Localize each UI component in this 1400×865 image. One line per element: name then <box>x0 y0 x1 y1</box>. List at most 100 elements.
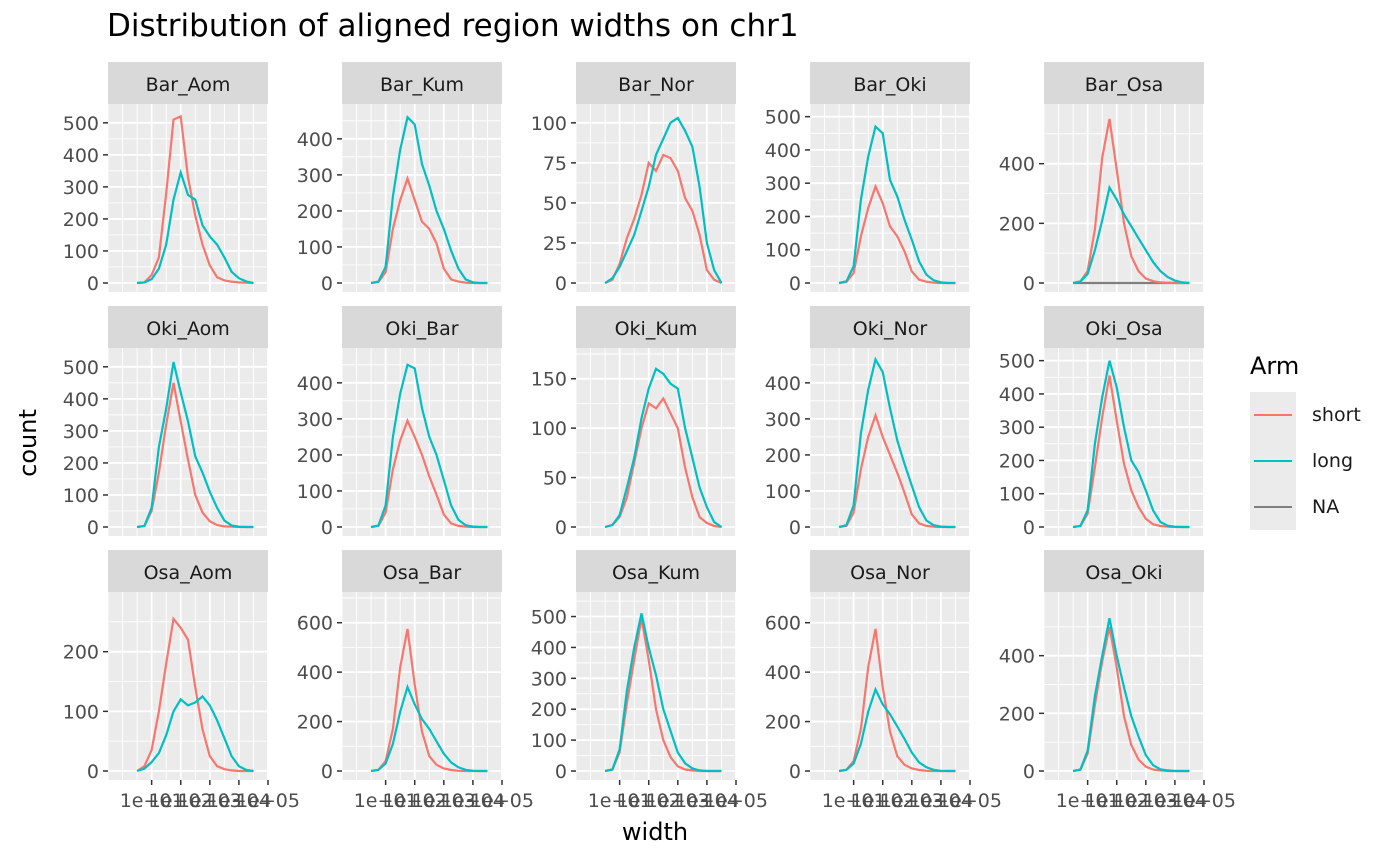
facet-strip <box>342 62 502 104</box>
y-tick-label: 200 <box>765 712 801 734</box>
series-line-short <box>1072 118 1190 285</box>
y-tick-label: 200 <box>999 213 1035 235</box>
legend: Arm short long NA <box>1250 352 1361 530</box>
series-line-short <box>137 114 254 285</box>
series-line-long <box>1072 360 1190 529</box>
facet-strip-label: Bar_Nor <box>618 74 694 96</box>
chart-title: Distribution of aligned region widths on… <box>107 8 799 44</box>
panel-background <box>810 348 970 536</box>
y-tick-label: 400 <box>765 140 801 162</box>
y-tick-label: 100 <box>531 418 567 440</box>
series-line-short <box>838 183 956 285</box>
facet-strip-label: Bar_Osa <box>1085 74 1164 96</box>
y-tick-label: 0 <box>1023 273 1035 295</box>
x-tick-label: 1e+04 <box>441 790 505 812</box>
y-tick-label: 150 <box>531 369 567 391</box>
facet-strip-label: Osa_Nor <box>850 562 930 584</box>
facet-strip <box>576 306 736 348</box>
y-tick-label: 0 <box>555 273 567 295</box>
y-tick-label: 200 <box>531 699 567 721</box>
y-tick-label: 400 <box>999 384 1035 406</box>
facet-strip <box>108 550 268 592</box>
x-tick-label: 1e+03 <box>646 790 710 812</box>
y-tick-label: 200 <box>297 201 333 223</box>
facet-strip-label: Bar_Aom <box>146 74 231 96</box>
legend-key-short <box>1250 392 1296 438</box>
legend-item-short: short <box>1250 392 1361 438</box>
x-tick-label: 1e+03 <box>1114 790 1178 812</box>
facet-strip <box>1044 550 1204 592</box>
y-tick-label: 400 <box>63 145 99 167</box>
facet-panel-bar-aom: Bar_Aom 0 100 200 300 400 500 <box>63 62 269 295</box>
y-tick-label: 500 <box>63 357 99 379</box>
facet-strip <box>810 306 970 348</box>
y-tick-label: 0 <box>321 761 333 783</box>
x-tick-label: 1e+04 <box>675 790 739 812</box>
series-line-long <box>838 686 956 773</box>
panel-background <box>108 104 268 292</box>
facet-strip <box>342 306 502 348</box>
facet-strip-label: Oki_Aom <box>146 318 230 340</box>
panel-background <box>1044 348 1204 536</box>
y-tick-label: 100 <box>63 241 99 263</box>
y-tick-label: 25 <box>543 233 567 255</box>
legend-swatch-na <box>1254 506 1292 508</box>
x-tick-label: 1e+05 <box>470 790 534 812</box>
y-tick-label: 0 <box>321 273 333 295</box>
y-tick-label: 100 <box>63 485 99 507</box>
facet-panel-osa-nor: Osa_Nor 0 200 400 600 1e+011e+021e+031e+041e+… <box>765 550 1002 812</box>
panel-background <box>342 348 502 536</box>
facet-panel-oki-osa: Oki_Osa 0 100 200 300 400 500 <box>999 306 1205 539</box>
facet-strip-label: Osa_Bar <box>383 562 462 584</box>
y-tick-label: 0 <box>789 517 801 539</box>
legend-key-na <box>1250 484 1296 530</box>
y-tick-label: 0 <box>789 761 801 783</box>
facet-strip <box>342 550 502 592</box>
y-tick-label: 0 <box>87 761 99 783</box>
y-tick-label: 50 <box>543 468 567 490</box>
series-line-long <box>370 683 488 773</box>
y-tick-label: 400 <box>765 662 801 684</box>
series-line-long <box>604 116 723 284</box>
facet-strip <box>576 62 736 104</box>
facet-strip-label: Oki_Kum <box>615 318 698 340</box>
x-tick-label: 1e+03 <box>880 790 944 812</box>
legend-label-short: short <box>1312 404 1361 426</box>
panel-background <box>342 592 502 780</box>
y-tick-label: 400 <box>531 637 567 659</box>
facet-panel-osa-bar: Osa_Bar 0 200 400 600 1e+011e+021e+031e+041e+… <box>297 550 534 812</box>
y-tick-label: 0 <box>1023 761 1035 783</box>
facet-panel-oki-nor: Oki_Nor 0 100 200 300 400 <box>765 306 971 539</box>
y-tick-label: 300 <box>765 173 801 195</box>
legend-swatch-short <box>1254 414 1292 416</box>
x-tick-label: 1e+05 <box>1172 790 1236 812</box>
series-line-long <box>136 694 254 773</box>
legend-label-na: NA <box>1312 496 1340 518</box>
y-tick-label: 200 <box>999 703 1035 725</box>
x-tick-label: 1e+02 <box>383 790 447 812</box>
x-tick-label: 1e+01 <box>588 790 652 812</box>
legend-title: Arm <box>1250 352 1300 380</box>
legend-swatch-long <box>1254 460 1292 462</box>
panel-background <box>108 348 268 536</box>
facet-strip-label: Osa_Oki <box>1085 562 1162 584</box>
y-tick-label: 400 <box>63 389 99 411</box>
panel-background <box>576 592 736 780</box>
y-tick-label: 400 <box>999 154 1035 176</box>
facet-strip <box>810 550 970 592</box>
y-tick-label: 0 <box>555 517 567 539</box>
facet-panel-bar-oki: Bar_Oki 0 100 200 300 400 500 <box>765 62 971 295</box>
facet-strip-label: Oki_Nor <box>853 318 928 340</box>
y-tick-label: 100 <box>297 481 333 503</box>
facet-panel-oki-aom: Oki_Aom 0 100 200 300 400 500 <box>63 306 269 539</box>
series-line-long <box>1072 617 1190 773</box>
series-line-long <box>137 168 254 285</box>
series-line-long <box>136 361 254 529</box>
y-tick-label: 500 <box>765 107 801 129</box>
x-tick-label: 1e+02 <box>1085 790 1149 812</box>
y-tick-label: 0 <box>321 517 333 539</box>
panel-background <box>810 104 970 292</box>
x-tick-label: 1e+04 <box>909 790 973 812</box>
y-tick-label: 400 <box>297 129 333 151</box>
